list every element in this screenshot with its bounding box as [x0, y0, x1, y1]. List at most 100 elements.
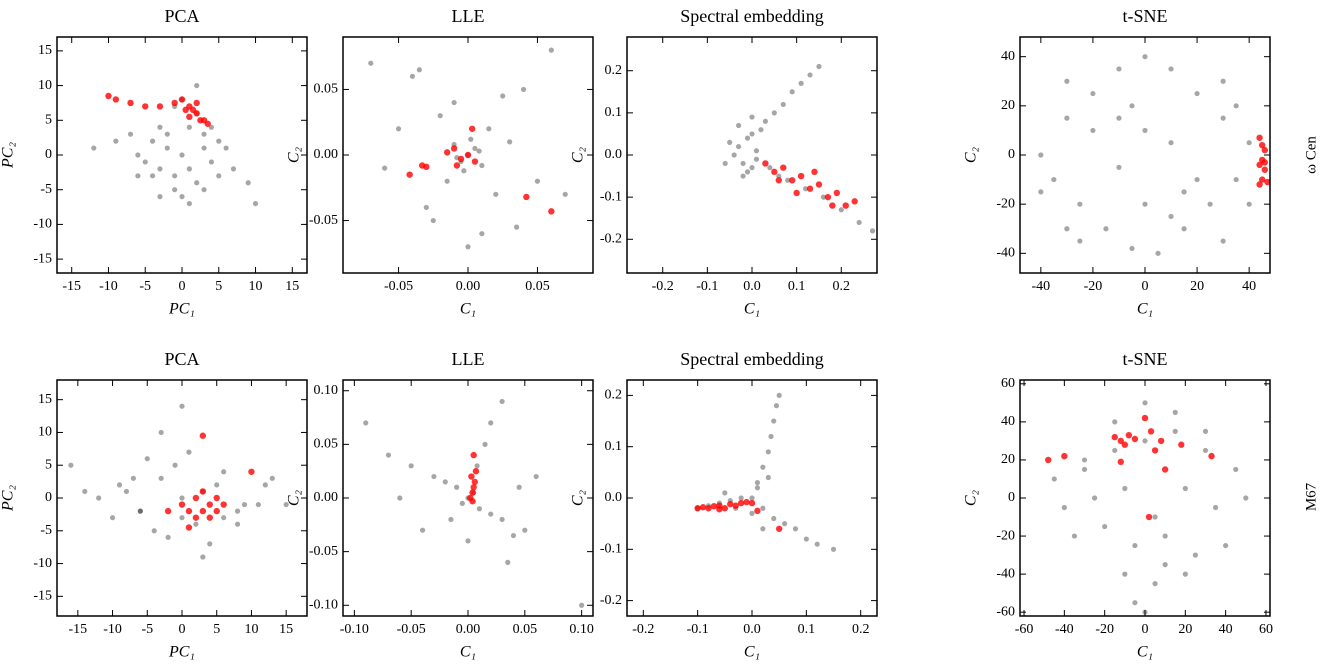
- point: [548, 208, 555, 215]
- point: [193, 521, 199, 527]
- point: [789, 89, 795, 95]
- point: [699, 504, 707, 511]
- point: [785, 177, 791, 183]
- point: [1077, 238, 1083, 244]
- point: [851, 198, 858, 205]
- y-tick-label: 0.2: [605, 63, 623, 78]
- point: [470, 484, 477, 491]
- y-tick-label: 10: [38, 78, 52, 93]
- point: [252, 200, 259, 207]
- point: [1090, 127, 1096, 134]
- point: [782, 521, 788, 527]
- point: [1256, 181, 1263, 188]
- point: [1202, 428, 1209, 434]
- point: [397, 495, 403, 501]
- point: [760, 464, 766, 470]
- point: [1258, 141, 1266, 149]
- point: [488, 420, 494, 426]
- point: [792, 526, 799, 532]
- y-tick-label: 0.0: [605, 147, 623, 162]
- point: [472, 467, 480, 475]
- point: [869, 228, 876, 234]
- point: [207, 541, 213, 547]
- plot-area: [91, 82, 259, 207]
- y-tick-label: -0.10: [309, 597, 338, 612]
- point: [1102, 523, 1108, 530]
- point: [450, 145, 458, 152]
- y-tick-label: 0: [45, 490, 52, 505]
- point: [1261, 166, 1268, 173]
- point: [833, 189, 841, 197]
- point: [1145, 513, 1153, 521]
- y-tick-label: -10: [33, 217, 52, 232]
- point: [749, 131, 755, 137]
- x-tick-label: -10: [103, 622, 122, 637]
- point: [431, 473, 437, 480]
- plot-area: [722, 63, 876, 234]
- point: [830, 546, 837, 552]
- point: [762, 118, 768, 124]
- point: [775, 177, 782, 184]
- point: [199, 488, 207, 495]
- x-tick-label: -0.05: [384, 279, 413, 294]
- y-axis-label: PC₂: [0, 485, 17, 512]
- point: [172, 173, 178, 179]
- y-axis-label: C₂: [570, 146, 587, 163]
- point: [135, 152, 141, 158]
- point: [765, 449, 771, 455]
- panel: PCA PC₁ PC₂ -15 -10 -5 0 5 10 15 -15 -10 -5 0 5 10 15: [0, 349, 308, 661]
- x-tick-label: 40: [1219, 622, 1233, 637]
- x-axis-label: C₁: [1137, 301, 1153, 318]
- panel-title: PCA: [164, 349, 199, 369]
- point: [158, 429, 164, 436]
- y-tick-label: -0.2: [600, 593, 622, 608]
- point: [465, 244, 471, 250]
- point: [743, 498, 750, 506]
- point: [164, 131, 170, 137]
- point: [1223, 542, 1229, 549]
- point: [1258, 176, 1266, 183]
- y-tick-label: 60: [1001, 376, 1015, 391]
- point: [533, 473, 539, 480]
- plot-area: [1045, 400, 1249, 615]
- x-tick-label: 0: [179, 622, 186, 637]
- point: [471, 478, 479, 486]
- x-tick-label: -10: [99, 279, 118, 294]
- point: [1181, 189, 1187, 195]
- point: [158, 475, 164, 481]
- point: [453, 162, 461, 169]
- plot-area: [68, 403, 289, 560]
- point: [1112, 447, 1118, 454]
- point: [811, 168, 818, 176]
- point: [1194, 90, 1200, 97]
- point: [1038, 189, 1044, 195]
- point: [1077, 201, 1083, 207]
- point: [423, 163, 430, 170]
- x-tick-label: 0.00: [456, 622, 481, 637]
- point: [1172, 428, 1178, 434]
- point: [130, 475, 136, 481]
- point: [457, 155, 465, 163]
- point: [1261, 159, 1268, 166]
- row-label: ω Cen: [1303, 136, 1319, 174]
- point: [1061, 504, 1067, 511]
- point: [748, 499, 756, 507]
- point: [1132, 600, 1138, 606]
- point: [479, 162, 485, 169]
- point: [1064, 78, 1070, 84]
- point: [505, 559, 511, 565]
- point: [522, 527, 528, 533]
- point: [1162, 562, 1168, 568]
- y-axis-label: C₂: [570, 489, 587, 506]
- point: [430, 217, 436, 224]
- point: [1121, 441, 1129, 448]
- point: [820, 194, 827, 200]
- x-tick-label: -40: [1031, 279, 1050, 294]
- point: [788, 177, 796, 184]
- x-tick-label: 0.05: [525, 279, 550, 294]
- point: [192, 514, 200, 521]
- point: [803, 536, 809, 542]
- point: [248, 468, 255, 475]
- y-tick-label: 5: [45, 457, 52, 472]
- point: [234, 508, 241, 514]
